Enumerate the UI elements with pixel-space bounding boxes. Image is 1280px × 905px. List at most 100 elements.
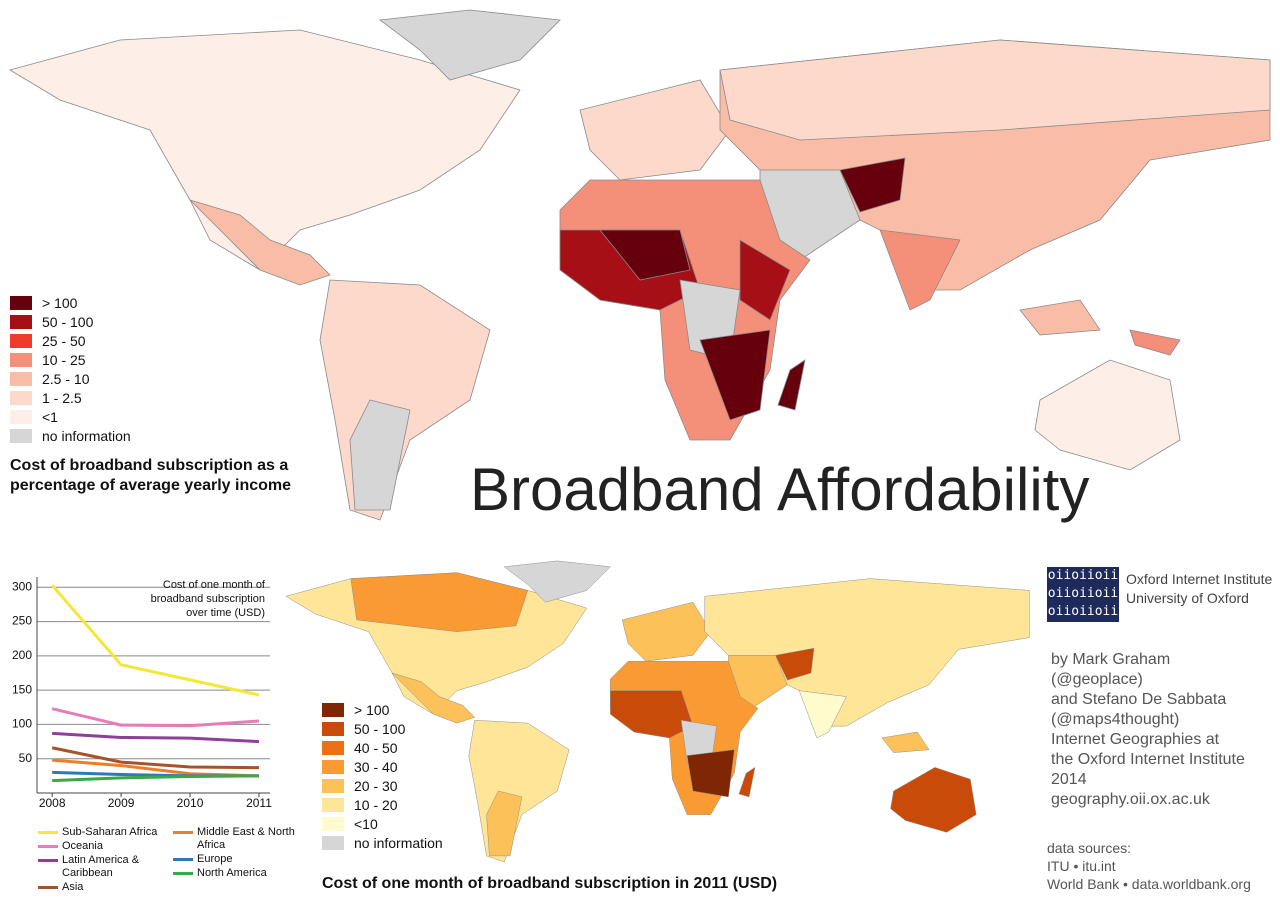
income-legend-title: Cost of broadband subscription as a perc… (10, 457, 292, 494)
institute-name: Oxford Internet Institute (1126, 571, 1273, 587)
legend-swatch (38, 886, 58, 889)
land (349, 399, 411, 511)
legend-swatch (173, 858, 193, 861)
legend-swatch (173, 872, 193, 875)
land (739, 239, 791, 321)
y-tick-label: 50 (19, 751, 33, 765)
swatch (10, 352, 32, 367)
legend-label: 50 - 100 (354, 720, 406, 737)
swatch (10, 390, 32, 405)
legend-item: Middle East & North Africa (173, 826, 308, 852)
legend-label: Middle East & North Africa (197, 826, 295, 851)
data-sources: data sources: ITU • itu.int World Bank • d… (1047, 839, 1251, 893)
land (486, 790, 523, 857)
oii-logo: oiioiioii oiioiioii oiioiioii (1047, 567, 1119, 622)
land (839, 157, 906, 213)
land (8, 29, 521, 271)
land (503, 560, 611, 603)
land (391, 672, 476, 724)
university: University of Oxford (1126, 590, 1249, 606)
y-tick-label: 250 (12, 614, 32, 628)
land (189, 199, 331, 286)
land (798, 690, 847, 739)
legend-item: 30 - 40 (322, 757, 443, 776)
legend-item: 10 - 25 (10, 350, 131, 369)
legend-item: <1 (10, 407, 131, 426)
legend-item: 40 - 50 (322, 738, 443, 757)
legend-item: Sub-Saharan Africa (38, 826, 173, 839)
source-line: data sources: (1047, 840, 1132, 856)
source-line: ITU • itu.int (1047, 858, 1116, 874)
legend-label: <1 (42, 408, 58, 425)
legend-item: <10 (322, 814, 443, 833)
logo-row: oiioiioii (1047, 604, 1119, 619)
land (775, 647, 815, 681)
land (699, 329, 771, 421)
x-tick-label: 2008 (39, 796, 66, 810)
legend-item: 10 - 20 (322, 795, 443, 814)
swatch (322, 721, 344, 736)
swatch (10, 371, 32, 386)
swatch (322, 778, 344, 793)
legend-item: 20 - 30 (322, 776, 443, 795)
legend-label: 50 - 100 (42, 313, 94, 330)
swatch (10, 333, 32, 348)
legend-item: North America (173, 867, 308, 880)
legend-label: 25 - 50 (42, 332, 86, 349)
credit-line: by Mark Graham (1051, 651, 1171, 668)
land (319, 279, 491, 521)
x-tick-label: 2009 (108, 796, 135, 810)
land (777, 359, 806, 411)
legend-label: 1 - 2.5 (42, 389, 82, 406)
legend-label: 30 - 40 (354, 758, 398, 775)
legend-item: 1 - 2.5 (10, 388, 131, 407)
usd-legend-title: Cost of one month of broadband subscript… (322, 875, 778, 892)
swatch (322, 816, 344, 831)
legend-item: 50 - 100 (322, 719, 443, 738)
credit-line: (@maps4thought) (1051, 711, 1180, 728)
swatch (10, 314, 32, 329)
chart-legend: Sub-Saharan Africa Oceania Latin America &… (38, 826, 308, 895)
credit-line: 2014 (1051, 771, 1087, 788)
legend-item: > 100 (322, 700, 443, 719)
land (1129, 329, 1181, 356)
usd-legend: > 100 50 - 100 40 - 50 30 - 40 20 - 30 10 - 2… (322, 700, 443, 852)
legend-column: Middle East & North Africa Europe North Am… (173, 826, 308, 895)
land (1019, 299, 1101, 336)
legend-label: > 100 (42, 294, 78, 311)
legend-item: Asia (38, 881, 173, 894)
credit-line: geography.oii.ox.ac.uk (1051, 791, 1210, 808)
legend-item: no information (10, 426, 131, 445)
legend-item: Europe (173, 853, 308, 866)
land (1034, 359, 1181, 471)
swatch (10, 295, 32, 310)
swatch (10, 428, 32, 443)
swatch (322, 797, 344, 812)
legend-item: 2.5 - 10 (10, 369, 131, 388)
legend-label: 10 - 25 (42, 351, 86, 368)
credit-line: the Oxford Internet Institute (1051, 751, 1245, 768)
legend-label: Europe (197, 853, 233, 865)
legend-swatch (173, 831, 193, 834)
series-line (52, 774, 259, 783)
usd-map (285, 560, 1030, 863)
swatch (322, 702, 344, 717)
legend-item: Latin America & Caribbean (38, 854, 173, 880)
x-tick-label: 2011 (246, 796, 272, 810)
series-line (51, 584, 260, 697)
series-line (52, 731, 260, 744)
land (719, 39, 1271, 141)
land (610, 690, 694, 739)
chart-title: Cost of one month of broadband subscript… (150, 579, 265, 619)
land (738, 766, 756, 798)
legend-label: Latin America & Caribbean (62, 854, 140, 879)
y-tick-label: 150 (12, 682, 32, 696)
legend-swatch (38, 845, 58, 848)
income-legend: > 100 50 - 100 25 - 50 10 - 25 2.5 - 10 1 - 2… (10, 293, 131, 445)
legend-label: Oceania (62, 840, 103, 852)
legend-label: 2.5 - 10 (42, 370, 90, 387)
legend-column: Sub-Saharan Africa Oceania Latin America &… (38, 826, 173, 895)
legend-label: Asia (62, 881, 84, 893)
legend-label: Sub-Saharan Africa (62, 826, 158, 838)
